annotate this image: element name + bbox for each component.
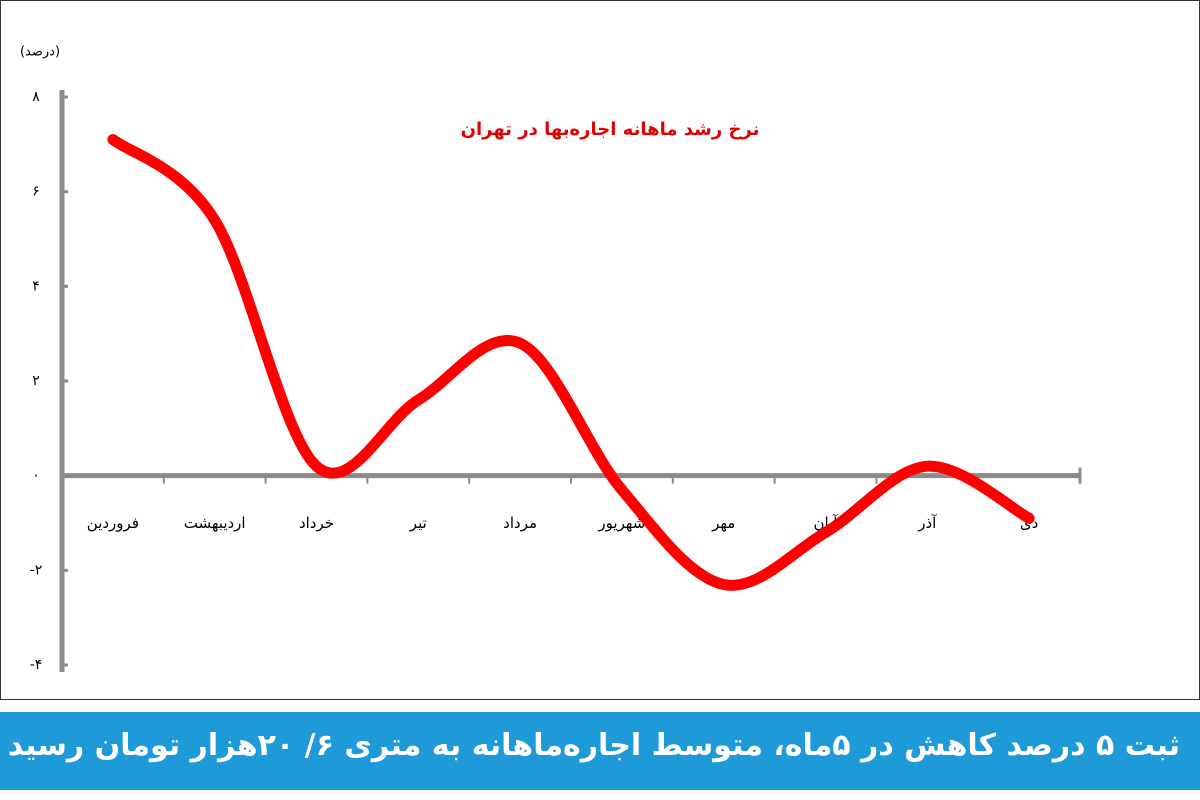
x-tick-label: خرداد <box>299 514 334 532</box>
y-tick-label: ۰ <box>32 468 40 484</box>
y-tick-label: ۲ <box>32 373 40 389</box>
banner: ثبت ۵ درصد کاهش در ۵ماه، متوسط اجاره‌ماه… <box>0 712 1200 790</box>
x-tick-label: مرداد <box>503 514 537 532</box>
y-tick-label: ۸ <box>32 89 40 105</box>
chart: (درصد) نرخ رشد ماهانه اجاره‌بها در تهران… <box>0 0 1200 700</box>
headline: ثبت ۵ درصد کاهش در ۵ماه، متوسط اجاره‌ماه… <box>7 728 1180 763</box>
x-tick-label: شهریور <box>597 514 645 532</box>
chart-title: نرخ رشد ماهانه اجاره‌بها در تهران <box>461 119 760 140</box>
y-axis-label: (درصد) <box>20 45 60 60</box>
y-tick-label: -۴ <box>30 657 43 673</box>
chart-frame <box>0 0 1200 700</box>
y-tick-label: ۴ <box>32 278 40 294</box>
y-tick-label: -۲ <box>30 562 43 578</box>
x-tick-label: مهر <box>711 514 735 532</box>
x-tick-label: تیر <box>409 514 427 532</box>
y-tick-label: ۶ <box>32 184 40 200</box>
x-tick-label: آذر <box>917 514 937 532</box>
x-tick-label: اردیبهشت <box>184 514 246 532</box>
x-tick-label: فروردین <box>87 514 139 532</box>
line <box>107 134 1035 591</box>
